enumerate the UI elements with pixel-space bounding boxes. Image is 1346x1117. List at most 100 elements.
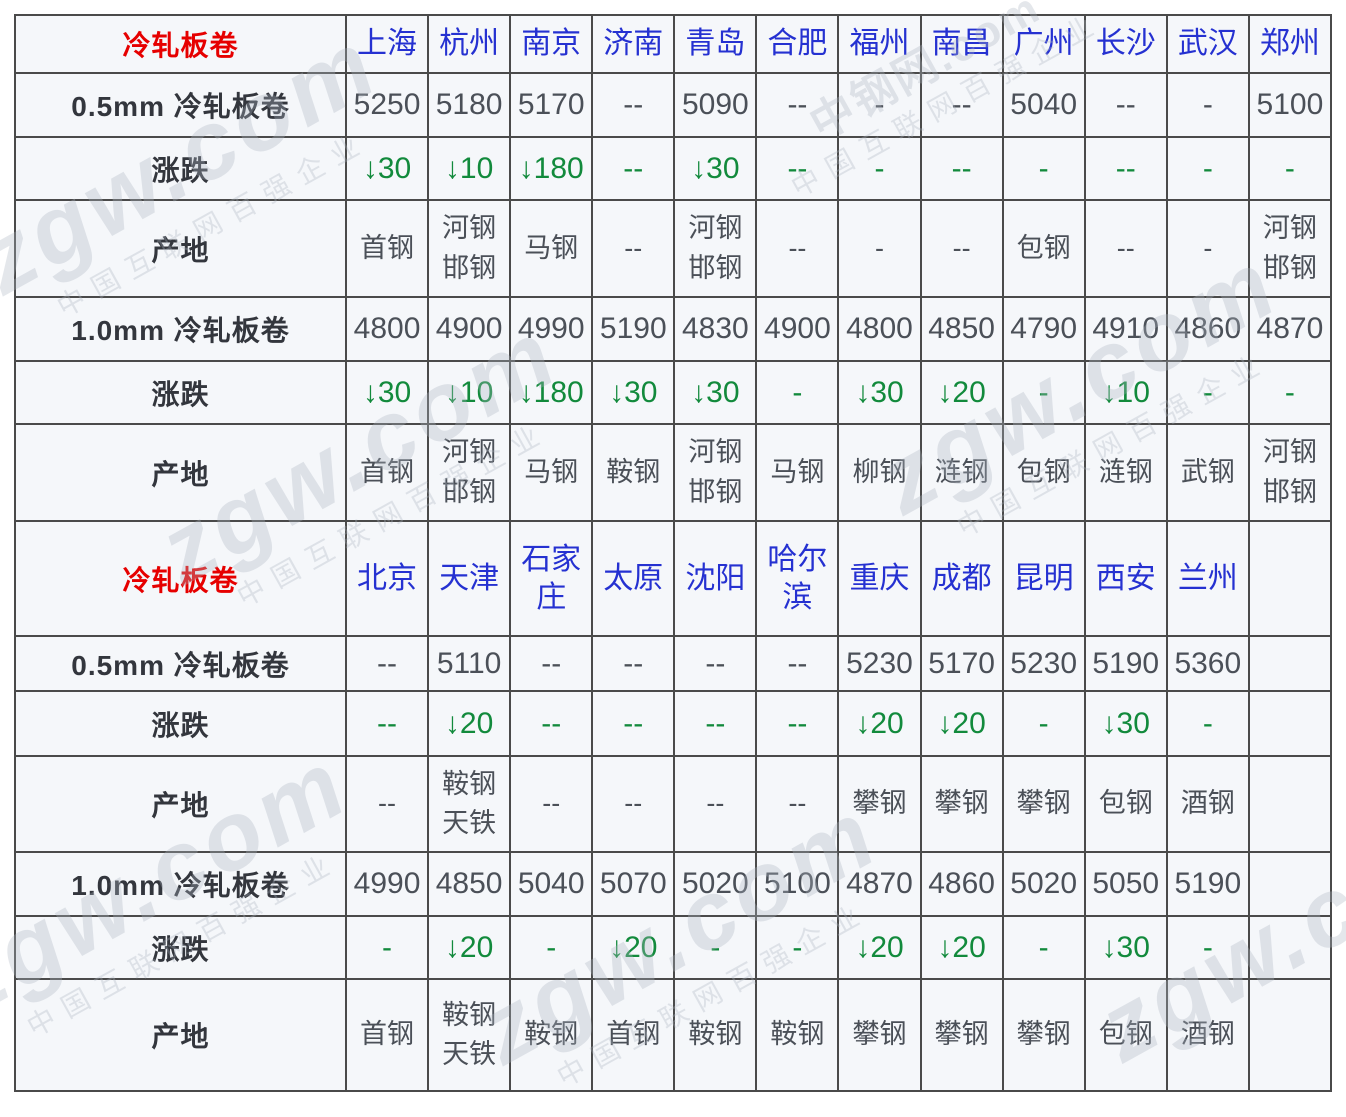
- row-label-cell: 涨跌: [14, 690, 347, 757]
- price-cell: 5040: [509, 851, 594, 917]
- price-cell: --: [509, 635, 594, 692]
- change-cell: --: [591, 136, 676, 201]
- origin-cell: 鞍钢: [755, 978, 840, 1092]
- table-row: 涨跌 ↓30 ↓10 ↓180 -- ↓30 -- - -- - -- - -: [14, 136, 1333, 201]
- change-cell: ↓20: [837, 690, 922, 757]
- price-cell: 5110: [427, 635, 512, 692]
- origin-cell: 马钢: [755, 423, 840, 522]
- change-cell: ↓30: [1083, 915, 1168, 980]
- origin-cell: 鞍钢天铁: [427, 978, 512, 1092]
- change-cell: -: [673, 915, 758, 980]
- origin-cell: 首钢: [344, 978, 430, 1092]
- city-header-cell: 西安: [1083, 520, 1168, 637]
- change-cell: -: [1001, 360, 1086, 425]
- origin-cell: 包钢: [1001, 199, 1086, 298]
- origin-cell: --: [755, 199, 840, 298]
- origin-cell: 攀钢: [1001, 978, 1086, 1092]
- row-label-cell: 0.5mm 冷轧板卷: [14, 72, 347, 138]
- change-cell: --: [509, 690, 594, 757]
- origin-cell: 马钢: [509, 199, 594, 298]
- change-cell: ↓180: [509, 136, 594, 201]
- price-cell: 5180: [427, 72, 512, 138]
- change-cell: -: [837, 136, 922, 201]
- origin-cell: 酒钢: [1165, 978, 1250, 1092]
- change-cell: -: [1001, 136, 1086, 201]
- city-header-cell: 上海: [344, 14, 430, 74]
- price-cell: 5090: [673, 72, 758, 138]
- change-cell: ↓20: [919, 915, 1004, 980]
- origin-cell: 首钢: [591, 978, 676, 1092]
- city-header-cell: 郑州: [1247, 14, 1333, 74]
- table-row: 涨跌 ↓30 ↓10 ↓180 ↓30 ↓30- ↓30 ↓20- ↓10- -: [14, 360, 1333, 425]
- origin-cell: 包钢: [1001, 423, 1086, 522]
- origin-cell: -: [837, 199, 922, 298]
- city-header-cell: 哈尔滨: [755, 520, 840, 637]
- origin-cell: 河钢邯钢: [673, 423, 758, 522]
- origin-cell: 涟钢: [1083, 423, 1168, 522]
- origin-cell: 攀钢: [1001, 755, 1086, 853]
- city-header-cell: 昆明: [1001, 520, 1086, 637]
- origin-cell: -: [1165, 199, 1250, 298]
- city-header-cell: 青岛: [673, 14, 758, 74]
- price-cell: 5190: [591, 296, 676, 362]
- steel-price-table: 冷轧板卷 上海 杭州 南京 济南 青岛 合肥 福州 南昌 广州 长沙 武汉 郑州 0.5mm 冷轧板卷 52…: [14, 14, 1333, 1092]
- price-cell: 4910: [1083, 296, 1168, 362]
- origin-cell: [1247, 978, 1333, 1092]
- price-cell: 5190: [1083, 635, 1168, 692]
- city-header-cell: 福州: [837, 14, 922, 74]
- city-header-cell: 南京: [509, 14, 594, 74]
- city-header-cell: 成都: [919, 520, 1004, 637]
- price-cell: 4860: [1165, 296, 1250, 362]
- origin-cell: 攀钢: [837, 978, 922, 1092]
- price-cell: 4850: [919, 296, 1004, 362]
- city-header-cell: 合肥: [755, 14, 840, 74]
- price-cell: 4900: [427, 296, 512, 362]
- origin-cell: --: [755, 755, 840, 853]
- price-cell: --: [591, 635, 676, 692]
- table-row: 涨跌 - ↓20- ↓20- - ↓20 ↓20- ↓30-: [14, 915, 1333, 980]
- price-cell: -: [837, 72, 922, 138]
- origin-cell: 鞍钢: [673, 978, 758, 1092]
- change-cell: ↓20: [427, 690, 512, 757]
- change-cell: ↓10: [427, 360, 512, 425]
- row-label-cell: 涨跌: [14, 136, 347, 201]
- change-cell: --: [344, 690, 430, 757]
- change-cell: ↓20: [591, 915, 676, 980]
- table-row: 产地 首钢 鞍钢天铁 鞍钢 首钢 鞍钢 鞍钢 攀钢 攀钢 攀钢 包钢 酒钢: [14, 978, 1333, 1092]
- table-row: 产地 首钢 河钢邯钢 马钢 鞍钢 河钢邯钢 马钢 柳钢 涟钢 包钢 涟钢 武钢 河钢邯钢: [14, 423, 1333, 522]
- row-label-cell: 产地: [14, 423, 347, 522]
- row-label-cell: 产地: [14, 978, 347, 1092]
- price-cell: [1247, 851, 1333, 917]
- origin-cell: 武钢: [1165, 423, 1250, 522]
- origin-cell: 河钢邯钢: [673, 199, 758, 298]
- city-header-cell: 沈阳: [673, 520, 758, 637]
- table-row: 0.5mm 冷轧板卷 5250 5180 5170 -- 5090 -- - -- 5040 -- -…: [14, 72, 1333, 138]
- change-cell: -: [1247, 360, 1333, 425]
- change-cell: ↓20: [427, 915, 512, 980]
- price-cell: 5170: [509, 72, 594, 138]
- price-cell: 5230: [1001, 635, 1086, 692]
- price-cell: [1247, 635, 1333, 692]
- origin-cell: 首钢: [344, 199, 430, 298]
- change-cell: ↓30: [673, 136, 758, 201]
- price-cell: 4800: [344, 296, 430, 362]
- price-cell: --: [591, 72, 676, 138]
- change-cell: -: [755, 360, 840, 425]
- change-cell: -: [509, 915, 594, 980]
- change-cell: ↓30: [344, 360, 430, 425]
- change-cell: ↓20: [919, 360, 1004, 425]
- change-cell: ↓30: [1083, 690, 1168, 757]
- price-cell: 5100: [1247, 72, 1333, 138]
- origin-cell: 攀钢: [837, 755, 922, 853]
- origin-cell: --: [591, 755, 676, 853]
- origin-cell: 马钢: [509, 423, 594, 522]
- change-cell: -: [1165, 136, 1250, 201]
- change-cell: -: [1001, 690, 1086, 757]
- city-header-cell: 重庆: [837, 520, 922, 637]
- change-cell: -: [1165, 915, 1250, 980]
- city-header-cell: 南昌: [919, 14, 1004, 74]
- city-header-cell: 济南: [591, 14, 676, 74]
- origin-cell: 涟钢: [919, 423, 1004, 522]
- origin-cell: --: [919, 199, 1004, 298]
- city-header-cell: 广州: [1001, 14, 1086, 74]
